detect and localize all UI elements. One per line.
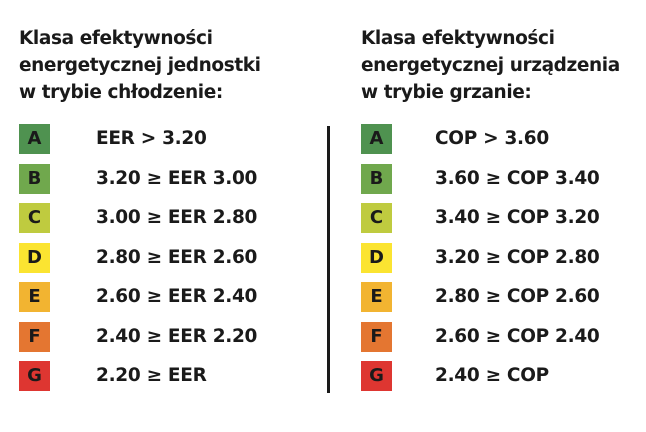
class-badge: C: [361, 203, 392, 233]
class-criteria: 2.40 ≥ EER 2.20: [96, 325, 258, 347]
heating-title-line: Klasa efektywności: [361, 28, 555, 49]
class-criteria: 3.20 ≥ COP 2.80: [435, 246, 600, 268]
class-criteria: 2.60 ≥ COP 2.40: [435, 325, 600, 347]
class-badge: A: [19, 124, 50, 154]
class-criteria: 2.80 ≥ EER 2.60: [96, 246, 258, 268]
class-criteria: COP > 3.60: [435, 128, 549, 149]
class-badge: E: [361, 282, 392, 312]
cooling-title-line: Klasa efektywności: [19, 28, 213, 49]
class-criteria: 3.60 ≥ COP 3.40: [435, 167, 600, 189]
class-criteria: 3.00 ≥ EER 2.80: [96, 207, 258, 228]
heating-title: Klasa efektywności energetycznej urządze…: [361, 25, 620, 106]
class-badge: B: [19, 163, 50, 194]
class-badge: C: [19, 203, 50, 233]
class-criteria: 3.40 ≥ COP 3.20: [435, 207, 600, 228]
class-badge: D: [361, 242, 392, 273]
cooling-title-line: energetycznej jednostki: [19, 55, 261, 76]
class-badge: F: [19, 321, 50, 352]
class-criteria: 2.80 ≥ COP 2.60: [435, 286, 600, 307]
cooling-title-line: w trybie chłodzenie:: [19, 82, 223, 103]
class-criteria: 3.20 ≥ EER 3.00: [96, 167, 258, 189]
class-criteria: 2.20 ≥ EER: [96, 365, 207, 386]
class-badge: F: [361, 321, 392, 352]
class-badge: B: [361, 163, 392, 194]
class-criteria: 2.40 ≥ COP: [435, 365, 549, 386]
class-badge: A: [361, 124, 392, 154]
class-badge: E: [19, 282, 50, 312]
column-divider: [327, 126, 330, 393]
class-badge: D: [19, 242, 50, 273]
heating-title-line: w trybie grzanie:: [361, 82, 532, 103]
class-badge: G: [19, 361, 50, 391]
class-criteria: 2.60 ≥ EER 2.40: [96, 286, 258, 307]
class-criteria: EER > 3.20: [96, 128, 207, 149]
cooling-title: Klasa efektywności energetycznej jednost…: [19, 25, 261, 106]
class-badge: G: [361, 361, 392, 391]
heating-title-line: energetycznej urządzenia: [361, 55, 620, 76]
